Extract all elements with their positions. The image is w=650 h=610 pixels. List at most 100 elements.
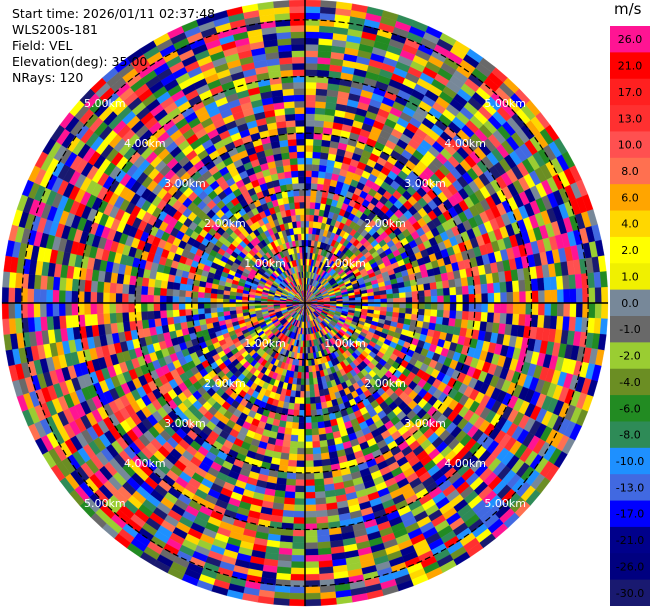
velocity-gate: [292, 536, 306, 544]
velocity-gate: [96, 291, 104, 304]
velocity-gate: [519, 291, 527, 304]
velocity-gate: [153, 294, 161, 304]
velocity-gate: [318, 433, 327, 442]
velocity-gate: [204, 312, 212, 319]
velocity-gate: [46, 316, 55, 331]
velocity-gate: [309, 384, 315, 392]
velocity-gate: [210, 307, 218, 314]
velocity-gate: [318, 164, 327, 173]
velocity-gate: [317, 541, 331, 550]
velocity-gate: [315, 94, 327, 103]
velocity-gate: [307, 359, 312, 367]
velocity-gate: [40, 316, 48, 331]
velocity-gate: [290, 573, 306, 581]
velocity-gate: [380, 294, 388, 300]
velocity-gate: [307, 346, 311, 354]
velocity-gate: [140, 311, 149, 321]
velocity-gate: [454, 318, 463, 328]
velocity-gate: [166, 288, 174, 297]
velocity-gate: [313, 459, 323, 468]
velocity-gate: [39, 302, 47, 318]
velocity-gate: [58, 277, 67, 291]
velocity-gate: [304, 447, 314, 455]
velocity-gate: [294, 498, 306, 506]
velocity-gate: [455, 310, 463, 320]
velocity-gate: [487, 292, 495, 304]
velocity-gate: [197, 308, 205, 315]
velocity-gate: [2, 318, 11, 335]
velocity-gate: [399, 307, 407, 314]
velocity-gate: [304, 157, 313, 165]
velocity-gate: [278, 547, 293, 556]
velocity-gate: [312, 145, 322, 153]
velocity-gate: [392, 288, 400, 294]
velocity-gate: [317, 56, 331, 65]
velocity-gate: [436, 288, 444, 297]
velocity-gate: [286, 472, 297, 480]
velocity-gate: [304, 176, 312, 184]
velocity-gate: [310, 415, 318, 423]
velocity-gate: [487, 302, 495, 314]
velocity-gate: [309, 201, 316, 209]
velocity-gate: [512, 313, 520, 326]
velocity-gate: [295, 479, 306, 487]
velocity-gate: [179, 283, 187, 291]
velocity-gate: [415, 277, 424, 286]
velocity-gate: [198, 313, 206, 320]
velocity-gate: [304, 397, 311, 405]
velocity-gate: [304, 403, 311, 411]
velocity-gate: [538, 290, 546, 304]
velocity-gate: [563, 288, 571, 304]
velocity-gate: [83, 302, 91, 315]
velocity-gate: [519, 302, 527, 315]
velocity-gate: [178, 309, 186, 317]
velocity-gate: [304, 195, 311, 203]
velocity-gate: [320, 446, 329, 454]
velocity-gate: [313, 472, 324, 480]
velocity-gate: [304, 69, 318, 77]
velocity-gate: [555, 275, 564, 290]
velocity-gate: [304, 100, 316, 108]
velocity-gate: [304, 113, 316, 121]
velocity-gate: [216, 293, 224, 299]
velocity-gate: [229, 306, 237, 312]
velocity-gate: [166, 316, 175, 325]
velocity-gate: [304, 435, 313, 443]
velocity-gate: [549, 315, 558, 330]
velocity-gate: [8, 302, 16, 319]
velocity-gate: [296, 454, 306, 461]
velocity-gate: [128, 302, 135, 313]
velocity-gate: [147, 294, 154, 304]
velocity-gate: [304, 151, 314, 159]
velocity-gate: [304, 592, 321, 600]
velocity-gate: [147, 310, 155, 320]
velocity-gate: [184, 302, 192, 310]
velocity-gate: [461, 311, 470, 321]
velocity-gate: [313, 138, 323, 147]
velocity-gate: [313, 383, 319, 392]
velocity-gate: [316, 516, 329, 524]
velocity-gate: [46, 275, 55, 290]
velocity-gate: [319, 158, 328, 166]
velocity-gate: [304, 485, 316, 493]
velocity-gate: [292, 409, 300, 417]
velocity-gate: [147, 278, 156, 288]
velocity-gate: [417, 284, 425, 292]
velocity-gate: [299, 403, 306, 411]
velocity-gate: [355, 296, 362, 301]
velocity-gate: [308, 378, 314, 386]
velocity-gate: [544, 289, 552, 304]
velocity-gate: [379, 289, 387, 296]
velocity-gate: [449, 294, 457, 304]
velocity-gate: [319, 440, 328, 448]
velocity-gate: [481, 293, 489, 304]
velocity-gate: [90, 302, 98, 315]
velocity-gate: [460, 319, 469, 329]
velocity-gate: [284, 427, 292, 436]
velocity-gate: [399, 292, 407, 299]
velocity-gate: [109, 292, 117, 304]
velocity-gate: [315, 101, 327, 109]
velocity-gate: [141, 277, 150, 287]
velocity-gate: [307, 353, 312, 360]
velocity-gate: [315, 402, 322, 410]
